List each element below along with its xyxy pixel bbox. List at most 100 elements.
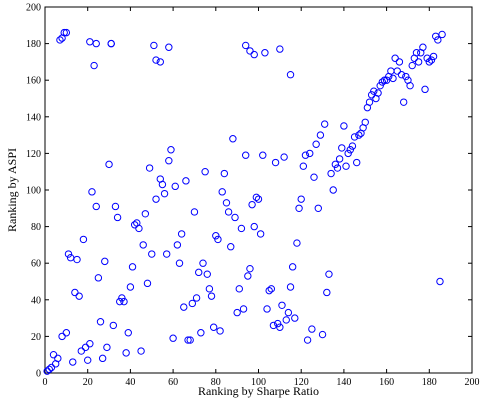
data-point [342, 162, 350, 170]
y-tick-label: 80 [31, 222, 41, 233]
x-tick-label: 80 [211, 377, 221, 388]
data-point [284, 308, 293, 317]
data-point [427, 56, 436, 64]
data-point [425, 58, 433, 66]
data-point [120, 297, 128, 306]
y-tick-label: 140 [26, 112, 41, 123]
data-point [73, 255, 81, 264]
x-tick-label: 60 [168, 377, 178, 388]
data-point [380, 76, 389, 84]
data-point [190, 208, 199, 216]
data-point [325, 270, 333, 278]
data-point [299, 162, 308, 170]
data-point [312, 140, 320, 148]
data-point [47, 363, 56, 372]
data-point [216, 327, 224, 335]
data-point [314, 204, 322, 213]
data-point [43, 367, 51, 375]
x-tick-label: 40 [125, 377, 135, 388]
data-point [306, 149, 314, 158]
data-point [98, 354, 107, 363]
data-point [101, 257, 109, 266]
data-point [429, 52, 438, 61]
data-point [333, 164, 342, 172]
data-point [286, 283, 295, 291]
x-tick-label: 180 [422, 377, 437, 388]
data-point [105, 160, 113, 169]
data-point [224, 208, 233, 216]
y-tick-label: 60 [31, 259, 41, 270]
data-point [160, 189, 169, 198]
data-point [148, 250, 156, 258]
x-tick-label: 140 [336, 377, 351, 388]
data-point [280, 153, 288, 161]
data-point [111, 202, 120, 211]
data-point [239, 305, 248, 313]
y-tick-label: 0 [36, 369, 41, 380]
y-tick-label: 100 [26, 186, 41, 197]
data-point [79, 235, 88, 244]
data-points [43, 28, 446, 375]
data-point [246, 47, 254, 55]
data-point [214, 235, 222, 244]
data-point [301, 151, 310, 159]
data-point [355, 131, 363, 139]
data-point [250, 222, 258, 231]
data-point [152, 56, 160, 64]
data-point [265, 286, 273, 295]
data-point [288, 263, 297, 271]
data-point [209, 323, 218, 331]
data-point [271, 158, 280, 167]
data-point [152, 195, 160, 203]
data-point [227, 243, 235, 251]
data-point [188, 299, 197, 308]
data-point [361, 118, 369, 126]
data-point [338, 144, 346, 152]
data-point [397, 71, 406, 79]
data-point [350, 133, 359, 141]
data-point [165, 43, 173, 51]
data-point [278, 301, 286, 309]
data-point [90, 61, 98, 70]
data-point [96, 318, 105, 326]
data-point [169, 334, 177, 342]
data-point [438, 30, 446, 39]
data-point [92, 39, 100, 48]
data-point [92, 202, 100, 211]
data-point [201, 168, 209, 176]
data-point [56, 36, 64, 44]
data-point [222, 199, 231, 207]
data-point [49, 351, 58, 359]
data-point [150, 41, 158, 50]
data-point [186, 336, 194, 344]
data-point [263, 305, 271, 313]
data-point [344, 149, 352, 158]
data-point [308, 325, 316, 333]
data-point [316, 131, 325, 139]
data-point [233, 308, 241, 317]
data-point [252, 193, 261, 202]
y-tick-label: 160 [26, 76, 41, 87]
data-point [162, 250, 171, 258]
data-point [331, 160, 340, 169]
data-point [389, 74, 397, 83]
data-point [395, 58, 404, 66]
data-point [295, 204, 303, 213]
data-point [391, 54, 399, 62]
data-point [365, 98, 374, 106]
data-point [237, 224, 246, 233]
data-point [84, 356, 92, 364]
data-point [346, 146, 355, 154]
data-point [167, 146, 175, 154]
data-point [393, 67, 401, 75]
data-point [241, 41, 250, 50]
data-point [118, 294, 126, 302]
data-point [408, 61, 416, 70]
data-point [399, 98, 408, 106]
plot-area: 0 20 40 60 80 100 120 140 160 180 200 0 20 40 60 80 100 1… [26, 3, 480, 389]
data-point [374, 89, 382, 97]
data-point [113, 213, 122, 222]
data-point [141, 210, 150, 218]
data-point [88, 188, 96, 196]
data-point [205, 285, 214, 293]
